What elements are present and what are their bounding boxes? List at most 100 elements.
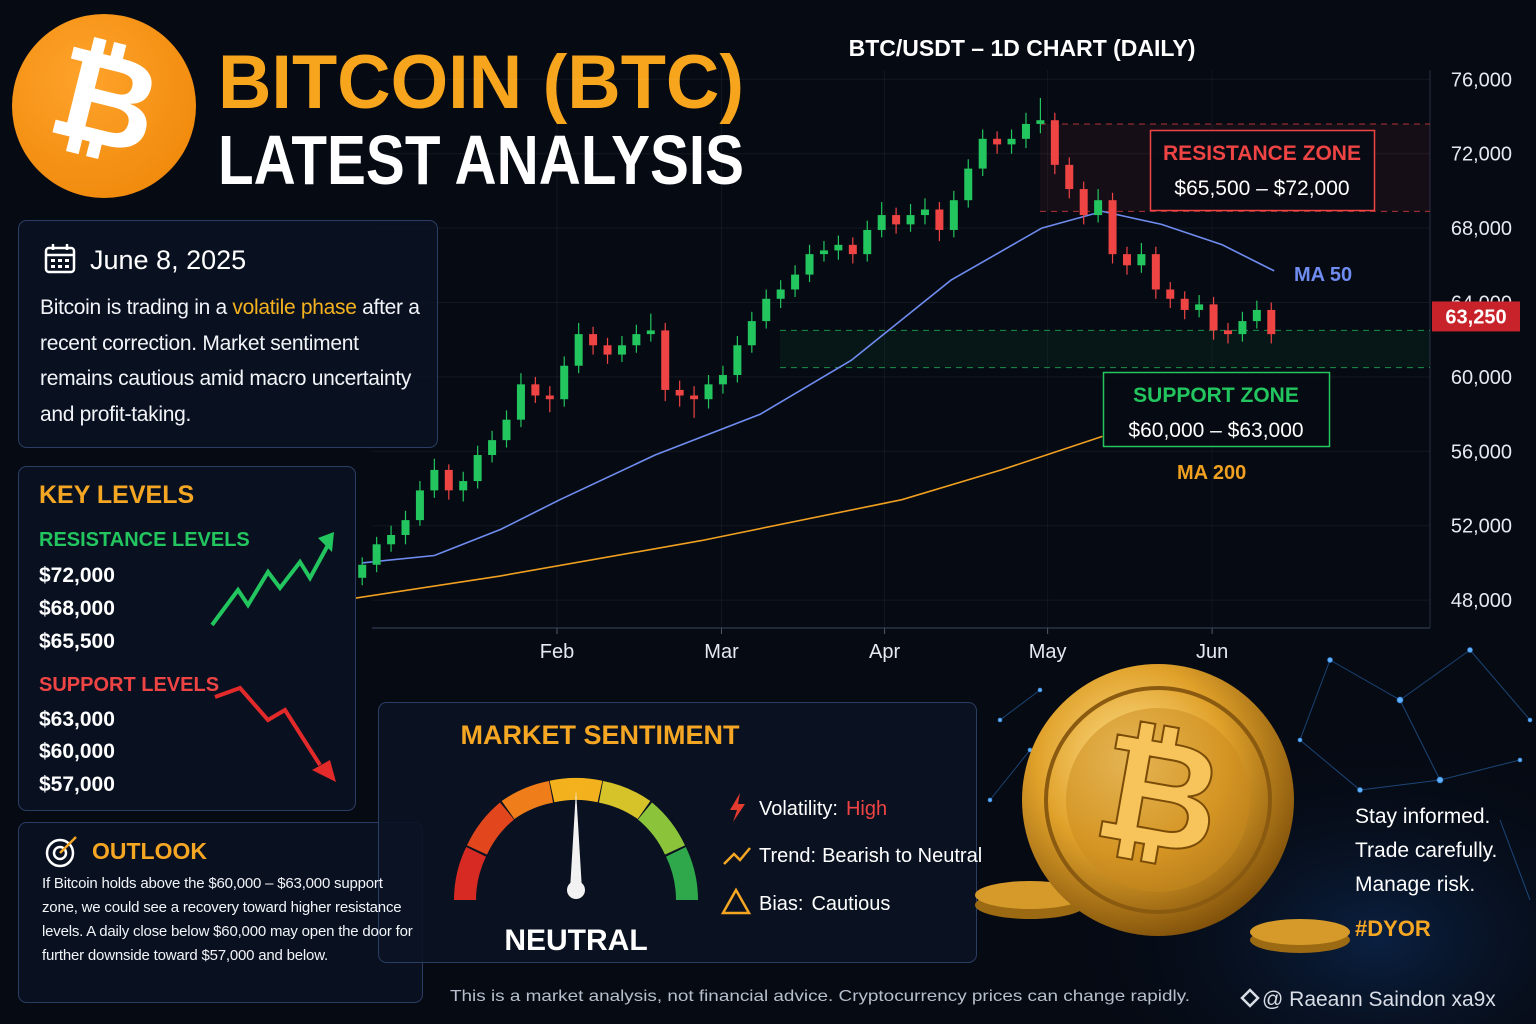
ma-line (362, 210, 1275, 564)
candle-body (1209, 304, 1218, 331)
x-tick-label: Jun (1196, 641, 1228, 663)
item-value: Cautious (811, 893, 890, 915)
support-level: $57,000 (39, 773, 115, 796)
summary-part: after a recent correction. Market sentim… (40, 296, 420, 426)
resistance-level: $65,500 (39, 630, 115, 653)
candle-body (964, 168, 973, 201)
candle-body (502, 419, 511, 441)
hashtag: #DYOR (1355, 916, 1431, 941)
tagline: Manage risk. (1355, 873, 1475, 896)
svg-text:₿: ₿ (1084, 700, 1234, 887)
up-arrowhead (318, 532, 334, 552)
y-tick-label: 56,000 (1451, 441, 1512, 463)
candle-body (993, 138, 1002, 145)
candle-body (819, 250, 828, 255)
y-tick-label: 52,000 (1451, 516, 1512, 538)
x-tick-label: May (1029, 641, 1067, 663)
candle-body (978, 138, 987, 169)
candle-body (1094, 200, 1103, 216)
candle-body (574, 334, 583, 366)
warning-icon (720, 887, 752, 915)
candle-body (848, 244, 857, 255)
candle-body (358, 564, 367, 578)
candle-body (1122, 254, 1131, 266)
item-label: Volatility: (759, 798, 838, 820)
summary-date: June 8, 2025 (90, 245, 246, 275)
candle-body (834, 244, 843, 251)
item-label: Trend: (759, 845, 816, 867)
candle-body (1267, 309, 1276, 335)
ma-line (354, 435, 1103, 599)
volatility-icon (730, 793, 745, 822)
sentiment-item: Bias: Cautious (759, 893, 890, 915)
candle-body (632, 334, 641, 346)
gauge (454, 777, 698, 901)
candle-body (1137, 254, 1146, 266)
watermark: @ Raeann Saindon xa9x (1262, 988, 1496, 1011)
candle-body (1050, 120, 1059, 165)
candle-body (516, 384, 525, 420)
calendar-icon (44, 244, 76, 274)
candle-body (1007, 138, 1016, 145)
gauge-hub (567, 881, 585, 899)
summary-panel (18, 220, 438, 448)
candle-body (444, 469, 453, 491)
candle-body (949, 200, 958, 230)
key-levels-title: KEY LEVELS (39, 481, 194, 509)
candle-body (1108, 200, 1117, 255)
candle-body (675, 389, 684, 396)
candle-body (617, 345, 626, 355)
candle-body (718, 375, 727, 385)
candle-body (1166, 289, 1175, 299)
zone-name: SUPPORT ZONE (1133, 384, 1299, 407)
zone-name: RESISTANCE ZONE (1163, 142, 1361, 165)
item-value: High (846, 798, 887, 820)
candle-body (473, 455, 482, 482)
candle-body (892, 215, 901, 225)
candle-body (1223, 330, 1232, 335)
y-tick-label: 72,000 (1451, 144, 1512, 166)
down-arrowhead (312, 760, 336, 782)
candle-body (531, 384, 540, 396)
zone-band (780, 330, 1430, 368)
item-label: Bias: (759, 893, 803, 915)
resistance-level: $68,000 (39, 597, 115, 620)
trend-icon (723, 847, 751, 865)
candle-body (791, 274, 800, 290)
candle-body (387, 535, 396, 545)
candle-body (935, 209, 944, 230)
zone-range: $60,000 – $63,000 (1128, 419, 1303, 442)
candle-body (560, 365, 569, 400)
candle-body (545, 395, 554, 400)
candle-body (603, 345, 612, 355)
candle-body (372, 544, 381, 565)
candle-body (906, 215, 915, 225)
outlook-title: OUTLOOK (92, 838, 207, 864)
y-tick-label: 48,000 (1451, 590, 1512, 612)
chart-title: BTC/USDT – 1D CHART (DAILY) (849, 35, 1196, 61)
candle-body (805, 254, 814, 275)
x-tick-label: Mar (704, 641, 739, 663)
disclaimer: This is a market analysis, not financial… (450, 988, 1190, 1005)
bitcoin-logo: ₿ (12, 14, 196, 198)
support-title: SUPPORT LEVELS (39, 674, 219, 696)
candle-body (488, 440, 497, 456)
last-price-tag (1432, 301, 1520, 332)
x-tick-label: Feb (540, 641, 574, 663)
candle-body (1195, 304, 1204, 310)
network (987, 647, 1533, 901)
candle-body (1021, 123, 1030, 139)
down-arrow (214, 685, 322, 767)
watermark-icon (1240, 988, 1260, 1008)
sentiment-reading: NEUTRAL (504, 924, 647, 957)
candle-body (1252, 309, 1261, 322)
candle-body (1151, 254, 1160, 290)
summary-text: Bitcoin is trading in a volatile phase a… (40, 290, 432, 432)
zone-label-box (1102, 371, 1331, 448)
target-icon (45, 836, 77, 868)
candle-body (776, 289, 785, 299)
resistance-title: RESISTANCE LEVELS (39, 529, 250, 551)
ma-label: MA 200 (1177, 462, 1246, 484)
